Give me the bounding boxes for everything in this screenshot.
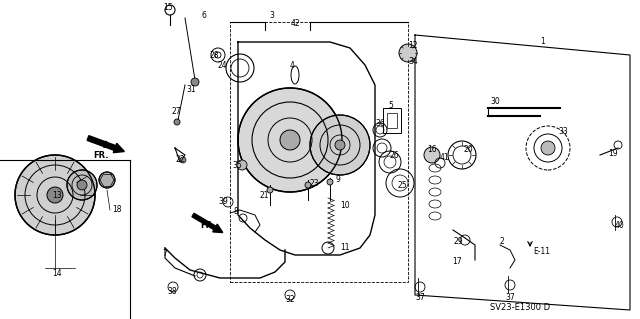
Text: SV23-E1300 D: SV23-E1300 D [490, 302, 550, 311]
Text: 22: 22 [176, 155, 186, 165]
Circle shape [327, 179, 333, 185]
Text: 37: 37 [505, 293, 515, 301]
Circle shape [77, 180, 87, 190]
Text: 7: 7 [162, 249, 167, 257]
Circle shape [191, 78, 199, 86]
Text: 15: 15 [163, 4, 173, 12]
Circle shape [310, 115, 370, 175]
Text: 11: 11 [340, 243, 349, 253]
Text: 10: 10 [340, 201, 349, 210]
Text: E-11: E-11 [533, 248, 550, 256]
Circle shape [180, 157, 186, 163]
Text: 6: 6 [202, 11, 207, 20]
Text: FR.: FR. [93, 151, 109, 160]
Bar [383, 108, 401, 133]
Text: 21: 21 [260, 190, 269, 199]
Text: 40: 40 [615, 221, 625, 231]
Circle shape [174, 119, 180, 125]
Text: 38: 38 [167, 287, 177, 296]
Text: 19: 19 [608, 149, 618, 158]
Text: FR.: FR. [200, 220, 216, 229]
Circle shape [99, 172, 115, 188]
Circle shape [15, 155, 95, 235]
Text: 12: 12 [408, 41, 417, 49]
Text: 41: 41 [440, 152, 450, 161]
Text: 30: 30 [490, 98, 500, 107]
Text: 37: 37 [415, 293, 425, 301]
Text: 5: 5 [388, 100, 393, 109]
Text: 20: 20 [463, 145, 472, 154]
Text: 25: 25 [398, 181, 408, 189]
Text: 14: 14 [52, 269, 62, 278]
Circle shape [67, 170, 97, 200]
Circle shape [47, 187, 63, 203]
Text: 9: 9 [335, 175, 340, 184]
Text: 3: 3 [269, 11, 275, 19]
FancyArrow shape [192, 213, 223, 233]
Text: 26: 26 [390, 151, 399, 160]
Text: 17: 17 [452, 257, 461, 266]
Text: 4: 4 [290, 61, 295, 70]
Text: 42: 42 [290, 19, 300, 27]
Text: 33: 33 [558, 128, 568, 137]
Circle shape [335, 140, 345, 150]
Text: 24: 24 [218, 61, 228, 70]
Text: 23: 23 [310, 179, 319, 188]
Circle shape [305, 182, 311, 188]
Text: 16: 16 [427, 145, 436, 154]
Text: 1: 1 [540, 38, 545, 47]
Circle shape [424, 147, 440, 163]
Bar [387, 113, 397, 128]
Bar [230, 22, 408, 282]
FancyArrow shape [87, 136, 124, 153]
Text: 34: 34 [408, 57, 418, 66]
Text: 27: 27 [172, 108, 182, 116]
Circle shape [237, 160, 247, 170]
Circle shape [267, 187, 273, 193]
Text: 29: 29 [453, 238, 463, 247]
Circle shape [399, 44, 417, 62]
Text: 8: 8 [234, 207, 239, 217]
Text: 13: 13 [52, 190, 62, 199]
Text: 35: 35 [232, 160, 242, 169]
Text: 31: 31 [186, 85, 196, 94]
Text: 28: 28 [210, 50, 220, 60]
Text: 39: 39 [218, 197, 228, 206]
Circle shape [280, 130, 300, 150]
Text: 32: 32 [285, 295, 295, 305]
Text: 36: 36 [375, 118, 385, 128]
Text: 2: 2 [500, 238, 505, 247]
Text: 18: 18 [112, 205, 122, 214]
Circle shape [238, 88, 342, 192]
Circle shape [541, 141, 555, 155]
